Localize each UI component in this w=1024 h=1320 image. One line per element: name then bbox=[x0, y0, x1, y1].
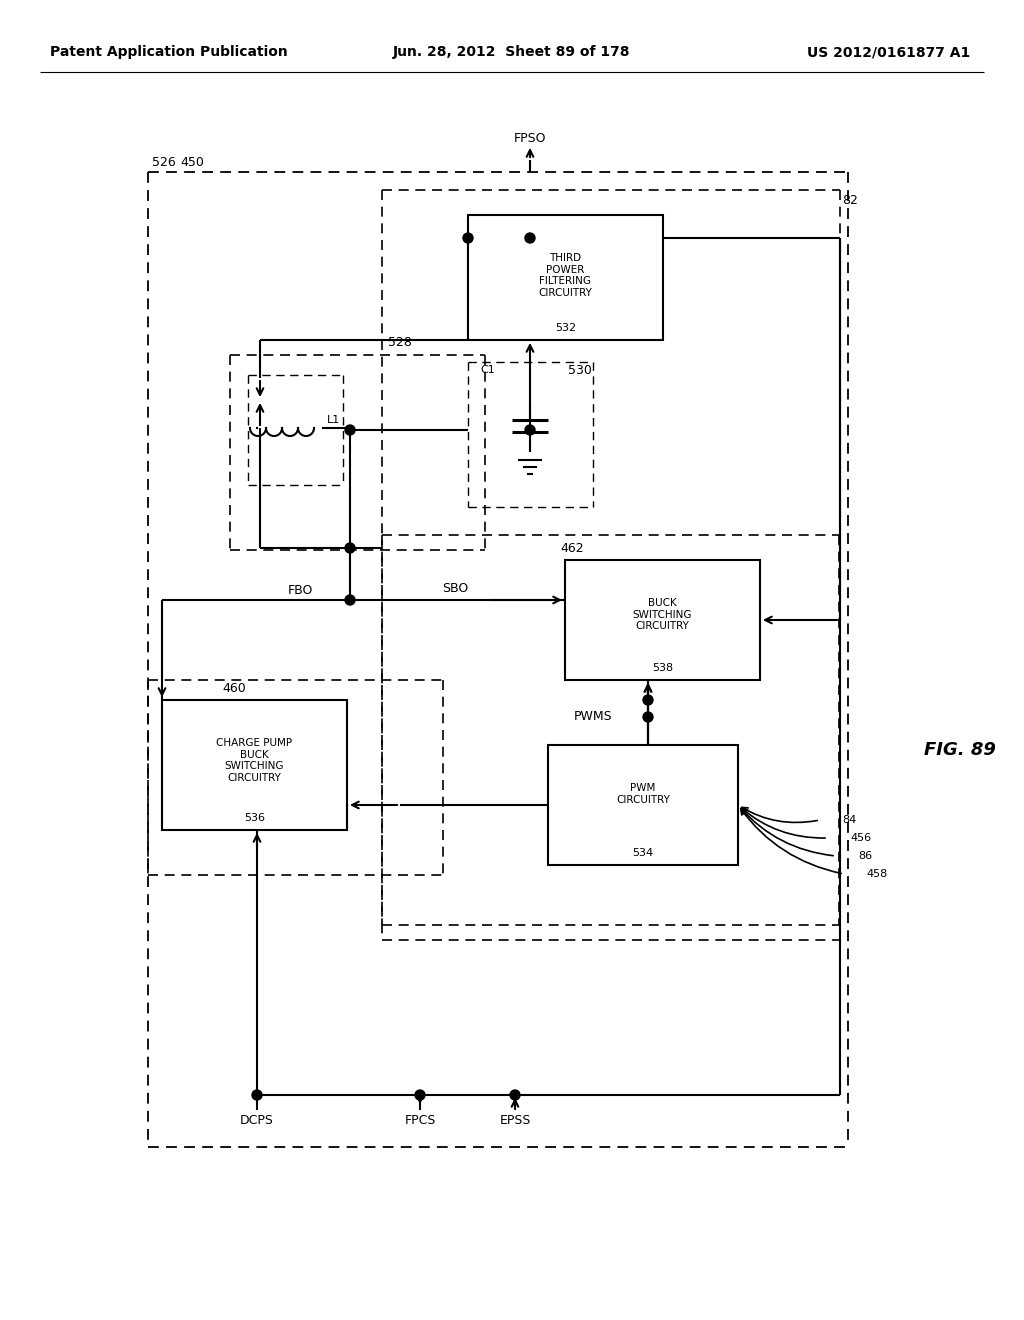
Circle shape bbox=[510, 1090, 520, 1100]
Text: 526: 526 bbox=[152, 156, 176, 169]
Text: 538: 538 bbox=[652, 663, 673, 673]
Text: PWMS: PWMS bbox=[573, 710, 612, 723]
Text: THIRD
POWER
FILTERING
CIRCUITRY: THIRD POWER FILTERING CIRCUITRY bbox=[539, 253, 593, 298]
Circle shape bbox=[415, 1090, 425, 1100]
Text: 84: 84 bbox=[842, 814, 856, 825]
Text: CHARGE PUMP
BUCK
SWITCHING
CIRCUITRY: CHARGE PUMP BUCK SWITCHING CIRCUITRY bbox=[216, 738, 293, 783]
Text: 458: 458 bbox=[866, 869, 887, 879]
Text: 82: 82 bbox=[842, 194, 858, 206]
Text: 536: 536 bbox=[244, 813, 265, 822]
Text: 532: 532 bbox=[555, 323, 577, 333]
Bar bbox=[162, 700, 347, 830]
Circle shape bbox=[345, 595, 355, 605]
Circle shape bbox=[345, 543, 355, 553]
Text: 460: 460 bbox=[222, 681, 246, 694]
Text: 86: 86 bbox=[858, 851, 872, 861]
Circle shape bbox=[463, 234, 473, 243]
Circle shape bbox=[643, 696, 653, 705]
Text: FPSO: FPSO bbox=[514, 132, 546, 144]
Text: FBO: FBO bbox=[288, 583, 312, 597]
Circle shape bbox=[525, 425, 535, 436]
Text: C1: C1 bbox=[480, 366, 495, 375]
Text: US 2012/0161877 A1: US 2012/0161877 A1 bbox=[807, 45, 970, 59]
Text: 534: 534 bbox=[633, 847, 653, 858]
Text: 450: 450 bbox=[180, 156, 204, 169]
Circle shape bbox=[252, 1090, 262, 1100]
Text: BUCK
SWITCHING
CIRCUITRY: BUCK SWITCHING CIRCUITRY bbox=[633, 598, 692, 631]
Text: 456: 456 bbox=[850, 833, 871, 843]
Text: DCPS: DCPS bbox=[240, 1114, 274, 1126]
Circle shape bbox=[643, 711, 653, 722]
Bar bbox=[565, 560, 760, 680]
Text: 530: 530 bbox=[568, 363, 592, 376]
Circle shape bbox=[525, 234, 535, 243]
Text: FPCS: FPCS bbox=[404, 1114, 435, 1126]
Text: 528: 528 bbox=[388, 335, 412, 348]
Text: FIG. 89: FIG. 89 bbox=[924, 741, 996, 759]
Circle shape bbox=[345, 425, 355, 436]
Text: L1: L1 bbox=[327, 414, 340, 425]
Bar bbox=[468, 215, 663, 341]
Text: 462: 462 bbox=[560, 541, 584, 554]
Text: SBO: SBO bbox=[442, 582, 468, 594]
Text: PWM
CIRCUITRY: PWM CIRCUITRY bbox=[616, 783, 670, 805]
Text: Jun. 28, 2012  Sheet 89 of 178: Jun. 28, 2012 Sheet 89 of 178 bbox=[393, 45, 631, 59]
Text: EPSS: EPSS bbox=[500, 1114, 530, 1126]
Text: Patent Application Publication: Patent Application Publication bbox=[50, 45, 288, 59]
Bar bbox=[548, 744, 738, 865]
